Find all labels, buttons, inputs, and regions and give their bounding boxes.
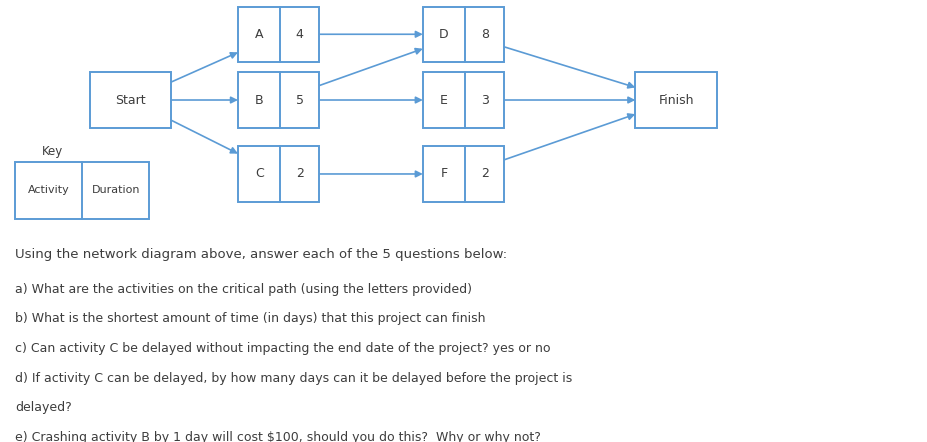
Text: E: E [440, 94, 448, 107]
Text: 2: 2 [481, 168, 489, 180]
Text: Activity: Activity [28, 185, 70, 195]
Text: 2: 2 [296, 168, 304, 180]
Text: Using the network diagram above, answer each of the 5 questions below:: Using the network diagram above, answer … [15, 248, 507, 261]
Text: C: C [255, 168, 263, 180]
Text: 4: 4 [296, 28, 304, 41]
Text: D: D [439, 28, 449, 41]
Text: Start: Start [116, 94, 146, 107]
Text: F: F [440, 168, 448, 180]
Bar [423, 7, 504, 62]
Bar [238, 146, 319, 202]
Text: e) Crashing activity B by 1 day will cost $100, should you do this?  Why or why : e) Crashing activity B by 1 day will cos… [15, 431, 541, 442]
Text: Duration: Duration [92, 185, 140, 195]
Bar [423, 146, 504, 202]
Text: c) Can activity C be delayed without impacting the end date of the project? yes : c) Can activity C be delayed without imp… [15, 342, 551, 355]
Bar [238, 7, 319, 62]
Bar [15, 162, 149, 219]
Text: b) What is the shortest amount of time (in days) that this project can finish: b) What is the shortest amount of time (… [15, 312, 486, 325]
Text: Finish: Finish [658, 94, 693, 107]
Text: Key: Key [42, 145, 63, 158]
Text: d) If activity C can be delayed, by how many days can it be delayed before the p: d) If activity C can be delayed, by how … [15, 372, 573, 385]
Bar [90, 72, 171, 128]
Bar [635, 72, 717, 128]
Text: B: B [255, 94, 263, 107]
Text: delayed?: delayed? [15, 401, 72, 414]
Text: 3: 3 [481, 94, 489, 107]
Text: 8: 8 [480, 28, 489, 41]
Text: A: A [255, 28, 263, 41]
Text: a) What are the activities on the critical path (using the letters provided): a) What are the activities on the critic… [15, 283, 472, 296]
Text: 5: 5 [296, 94, 304, 107]
Bar [423, 72, 504, 128]
Bar [238, 72, 319, 128]
